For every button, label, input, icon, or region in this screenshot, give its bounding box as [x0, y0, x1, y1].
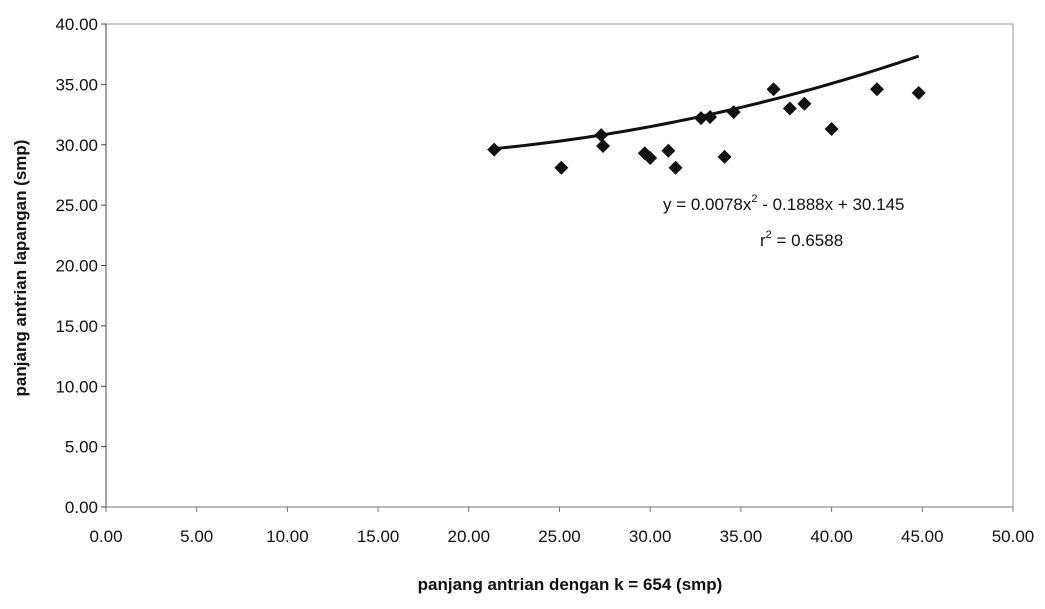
x-axis-title: panjang antrian dengan k = 654 (smp)	[418, 575, 723, 594]
data-point	[693, 111, 708, 126]
data-point	[717, 149, 732, 164]
x-tick-label: 35.00	[720, 527, 763, 546]
r-squared-label: r2 = 0.6588	[760, 229, 843, 250]
y-tick-label: 30.00	[55, 136, 98, 155]
plot-area-border	[105, 23, 1014, 508]
data-point	[782, 101, 797, 116]
y-axis-title: panjang antrian lapangan (smp)	[11, 140, 30, 397]
data-point	[596, 138, 611, 153]
data-point	[726, 105, 741, 120]
data-points	[487, 82, 926, 175]
data-point	[594, 128, 609, 143]
trendline	[494, 54, 920, 151]
data-point	[661, 143, 676, 158]
trendline-curve	[494, 54, 920, 151]
x-tick-label: 30.00	[629, 527, 672, 546]
x-tick-label: 0.00	[89, 527, 122, 546]
y-tick-label: 10.00	[55, 377, 98, 396]
data-point	[668, 160, 683, 175]
x-tick-label: 10.00	[266, 527, 309, 546]
x-tick-label: 45.00	[901, 527, 944, 546]
x-tick-label: 50.00	[992, 527, 1035, 546]
x-tick-label: 15.00	[357, 527, 400, 546]
y-tick-label: 20.00	[55, 257, 98, 276]
data-point	[869, 82, 884, 97]
axis-ticks: 0.00 5.00 10.00 15.00 20.00 25.00 30.00 35.00 40…	[55, 15, 1034, 546]
x-tick-label: 5.00	[180, 527, 213, 546]
data-point	[487, 142, 502, 157]
data-point	[766, 82, 781, 97]
data-point	[797, 96, 812, 111]
data-point	[554, 160, 569, 175]
y-tick-label: 25.00	[55, 196, 98, 215]
x-tick-label: 40.00	[810, 527, 853, 546]
data-point	[911, 85, 926, 100]
plot-frame	[105, 23, 1014, 508]
x-tick-label: 20.00	[448, 527, 491, 546]
y-tick-label: 35.00	[55, 75, 98, 94]
data-point	[643, 151, 658, 166]
data-point	[824, 122, 839, 137]
y-tick-label: 40.00	[55, 15, 98, 34]
y-tick-label: 5.00	[65, 438, 98, 457]
x-tick-label: 25.00	[538, 527, 581, 546]
y-tick-label: 15.00	[55, 317, 98, 336]
y-tick-label: 0.00	[65, 498, 98, 517]
data-point	[703, 109, 718, 124]
trendline-equation: y = 0.0078x2 - 0.1888x + 30.145	[663, 193, 904, 214]
